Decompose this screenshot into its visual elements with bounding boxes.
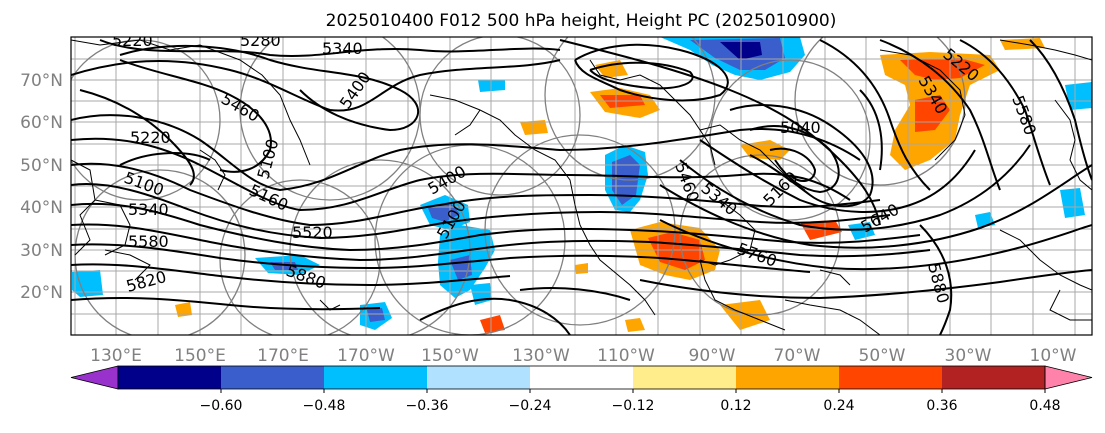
- colorbar-segment: [221, 366, 325, 389]
- colorbar-tick-label: 0.12: [720, 398, 751, 414]
- contour-label: 5580: [128, 232, 169, 251]
- lon-label: 10°W: [1030, 346, 1077, 366]
- lon-label: 70°W: [774, 346, 821, 366]
- colorbar-segment: [427, 366, 531, 389]
- latitude-labels: 70°N 60°N 50°N 40°N 30°N 20°N: [20, 71, 63, 303]
- contour-label: 5220: [130, 128, 171, 147]
- colorbar-tick-label: 0.24: [823, 398, 854, 414]
- colorbar-segment: [839, 366, 943, 389]
- lon-label: 130°E: [90, 346, 142, 366]
- lon-label: 150°W: [421, 346, 479, 366]
- lon-label: 110°W: [597, 346, 655, 366]
- colorbar: [70, 365, 1093, 393]
- height-contours: [71, 39, 1092, 335]
- lat-label: 60°N: [20, 113, 63, 133]
- colorbar-tick-label: −0.36: [406, 398, 449, 414]
- colorbar-tick-label: 0.48: [1029, 398, 1060, 414]
- contour-label: 5520: [292, 223, 333, 242]
- contour-label: 5340: [128, 200, 169, 219]
- lon-label: 170°E: [257, 346, 309, 366]
- lon-label: 170°W: [337, 346, 395, 366]
- longitude-labels: 130°E 150°E 170°E 170°W 150°W 130°W 110°…: [90, 346, 1077, 366]
- lat-label: 20°N: [20, 283, 63, 303]
- colorbar-segment: [736, 366, 840, 389]
- lon-label: 130°W: [512, 346, 570, 366]
- lon-label: 90°W: [689, 346, 736, 366]
- contour-label: 5040: [780, 118, 821, 137]
- colorbar-extend-low: [70, 365, 119, 390]
- colorbar-tick-label: −0.60: [200, 398, 243, 414]
- lat-label: 40°N: [20, 198, 63, 218]
- lon-label: 150°E: [174, 346, 226, 366]
- colorbar-tick-label: 0.36: [926, 398, 957, 414]
- map-title: 2025010400 F012 500 hPa height, Height P…: [326, 11, 837, 31]
- lat-label: 70°N: [20, 71, 63, 91]
- lon-label: 50°W: [859, 346, 906, 366]
- colorbar-segment: [118, 366, 222, 389]
- colorbar-outline: [117, 365, 1046, 390]
- colorbar-extend-high: [1044, 365, 1093, 390]
- colorbar-segment: [633, 366, 737, 389]
- colorbar-tick-labels: −0.60 −0.48 −0.36 −0.24 −0.12 0.12 0.24 0.36 0.4…: [200, 398, 1061, 414]
- colorbar-segment: [530, 366, 634, 389]
- contour-label: 5280: [240, 31, 281, 50]
- colorbar-tick-label: −0.48: [303, 398, 346, 414]
- colorbar-tick-label: −0.24: [509, 398, 552, 414]
- colorbar-segment: [942, 366, 1046, 389]
- map-frame: [70, 36, 1093, 336]
- contour-label: 5340: [322, 39, 363, 58]
- lat-label: 30°N: [20, 241, 63, 261]
- colorbar-segment: [324, 366, 428, 389]
- map-content: 5220 5280 5340 5460 5400 5220 5100 5340 …: [71, 31, 1092, 335]
- contour-label: 5220: [112, 31, 153, 50]
- lon-label: 30°W: [945, 346, 992, 366]
- colorbar-tick-label: −0.12: [612, 398, 655, 414]
- lat-label: 50°N: [20, 156, 63, 176]
